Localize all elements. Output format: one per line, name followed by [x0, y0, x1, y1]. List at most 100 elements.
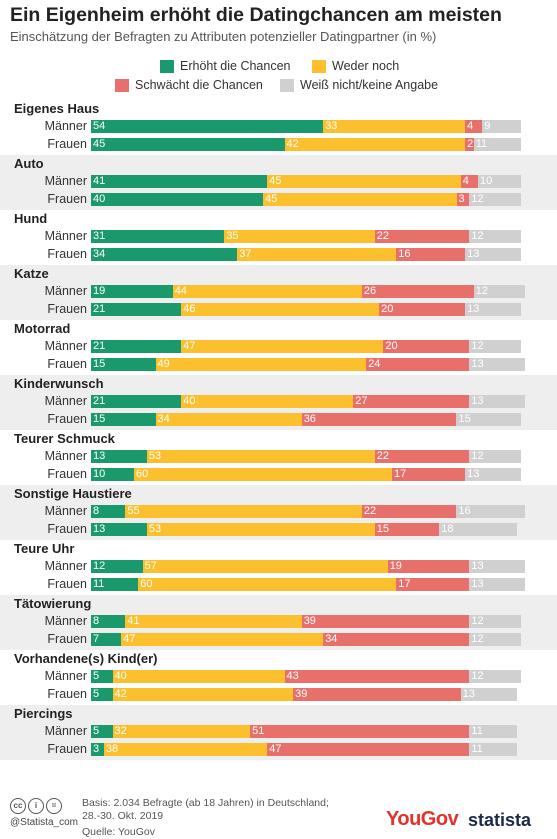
cc-icon: cc [10, 798, 26, 814]
data-label: 5 [93, 725, 100, 737]
data-label: 40 [93, 193, 106, 205]
row-label: Männer [44, 614, 87, 628]
category-group: Kinderwunsch Männer 21 40 27 13 Frauen 15 34 36 15 [0, 375, 557, 430]
category-group: Auto Männer 41 45 4 10 Frauen 40 45 3 12 [0, 155, 557, 210]
stacked-bar: 11 60 17 13 [91, 578, 526, 591]
data-label: 53 [148, 450, 162, 462]
data-label: 12 [471, 230, 484, 242]
source-line-1: Basis: 2.034 Befragte (ab 18 Jahren) in … [82, 797, 329, 809]
category-group: Katze Männer 19 44 26 12 Frauen 21 46 20 13 [0, 265, 557, 320]
seg-increase: 21 [91, 395, 182, 408]
stacked-bar: 13 53 15 18 [91, 523, 517, 536]
seg-unknown: 12 [469, 615, 521, 628]
category-group: Sonstige Haustiere Männer 8 55 22 16 Frauen 13 5… [0, 485, 557, 540]
data-label: 22 [363, 505, 377, 517]
data-label: 7 [93, 633, 100, 645]
seg-increase: 34 [91, 248, 238, 261]
stacked-bar: 15 34 36 15 [91, 413, 521, 426]
data-label: 15 [93, 413, 106, 425]
data-label: 11 [93, 578, 105, 590]
legend-item-increase: Erhöht die Chancen [160, 59, 291, 73]
row-label: Männer [44, 339, 87, 353]
row-label: Männer [44, 284, 87, 298]
seg-increase: 19 [91, 285, 173, 298]
seg-neither: 34 [155, 413, 302, 426]
seg-decrease: 51 [250, 725, 470, 738]
source-line-3: Quelle: YouGov [82, 826, 155, 838]
legend: Erhöht die Chancen Weder noch Schwächt d… [0, 57, 557, 95]
row-label: Männer [44, 119, 87, 133]
data-label: 12 [471, 340, 484, 352]
seg-unknown: 13 [465, 303, 521, 316]
data-label: 13 [467, 468, 480, 480]
stacked-bar: 13 53 22 12 [91, 450, 521, 463]
seg-unknown: 13 [469, 395, 526, 408]
data-label: 34 [157, 413, 170, 425]
seg-increase: 7 [91, 633, 122, 646]
data-label: 40 [183, 395, 196, 407]
data-label: 49 [157, 358, 170, 370]
row-label: Frauen [47, 467, 87, 481]
data-label: 13 [471, 578, 484, 590]
row-label: Frauen [47, 192, 87, 206]
category-group: Teurer Schmuck Männer 13 53 22 12 Frauen 10 60 17… [0, 430, 557, 485]
data-label: 10 [479, 175, 493, 187]
data-label: 19 [93, 285, 106, 297]
seg-increase: 21 [91, 340, 182, 353]
seg-unknown: 13 [465, 468, 521, 481]
data-label: 45 [269, 175, 282, 187]
data-label: 13 [93, 523, 106, 535]
seg-neither: 45 [267, 175, 461, 188]
seg-increase: 13 [91, 450, 147, 463]
data-label: 15 [376, 523, 390, 535]
data-label: 60 [136, 468, 149, 480]
data-label: 37 [239, 248, 252, 260]
seg-unknown: 18 [439, 523, 517, 536]
data-label: 41 [93, 175, 106, 187]
stacked-bar: 19 44 26 12 [91, 285, 526, 298]
category-group: Eigenes Haus Männer 54 33 4 9 Frauen 45 42 2 11 [0, 100, 557, 155]
data-label: 3 [93, 743, 100, 755]
seg-unknown: 11 [473, 138, 521, 151]
data-label: 13 [467, 248, 480, 260]
seg-unknown: 12 [469, 450, 521, 463]
seg-increase: 40 [91, 193, 263, 206]
yougov-logo: YouGov [386, 808, 459, 830]
category-label: Auto [14, 156, 44, 171]
seg-increase: 11 [91, 578, 139, 591]
data-label: 13 [462, 688, 476, 700]
data-label: 13 [93, 450, 106, 462]
data-label: 51 [252, 725, 265, 737]
stacked-bar: 21 47 20 12 [91, 340, 521, 353]
source-note: Basis: 2.034 Befragte (ab 18 Jahren) in … [82, 797, 329, 839]
statista-logo: statista [468, 810, 532, 830]
row-label: Frauen [47, 357, 87, 371]
data-label: 45 [93, 138, 106, 150]
legend-item-unknown: Weiß nicht/keine Angabe [280, 78, 438, 92]
seg-decrease: 17 [392, 468, 466, 481]
row-label: Frauen [47, 632, 87, 646]
data-label: 11 [471, 743, 483, 755]
data-label: 39 [303, 615, 316, 627]
data-label: 13 [471, 560, 484, 572]
data-label: 54 [93, 120, 106, 132]
stacked-bar: 15 49 24 13 [91, 358, 526, 371]
category-label: Tätowierung [14, 596, 92, 611]
data-label: 57 [144, 560, 157, 572]
equals-icon: = [46, 798, 62, 814]
legend-swatch-neither [312, 59, 326, 73]
category-label: Teure Uhr [14, 541, 75, 556]
data-label: 31 [93, 230, 106, 242]
data-label: 44 [174, 285, 187, 297]
chart-subtitle: Einschätzung der Befragten zu Attributen… [10, 29, 437, 44]
stacked-bar: 5 42 39 13 [91, 688, 517, 701]
seg-increase: 8 [91, 615, 126, 628]
data-label: 5 [93, 688, 100, 700]
seg-decrease: 22 [374, 230, 470, 243]
seg-decrease: 22 [374, 450, 470, 463]
seg-decrease: 43 [284, 670, 470, 683]
seg-unknown: 10 [477, 175, 521, 188]
data-label: 20 [381, 303, 394, 315]
seg-decrease: 4 [465, 120, 483, 133]
seg-increase: 3 [91, 743, 104, 756]
